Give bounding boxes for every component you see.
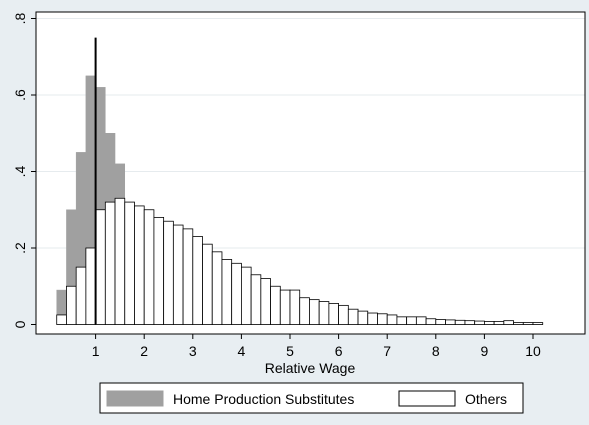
bar-others-35 — [396, 316, 408, 325]
bar-others-4 — [95, 209, 106, 325]
bar-others-6 — [114, 197, 126, 325]
bar-others-1 — [66, 285, 77, 325]
bar-others-20 — [250, 274, 262, 325]
y-tick-label-1: .2 — [12, 242, 28, 254]
bar-others-28 — [328, 303, 340, 325]
bar-others-9 — [143, 209, 155, 325]
bar-others-7 — [124, 201, 135, 325]
x-tick-label-9: 10 — [525, 343, 541, 359]
bar-others-34 — [386, 314, 398, 325]
bar-others-11 — [163, 220, 174, 325]
x-tick-label-5: 6 — [335, 343, 343, 359]
bar-others-44 — [483, 321, 495, 325]
legend-swatch-others — [398, 390, 456, 407]
bar-others-36 — [406, 316, 417, 325]
x-tick-label-6: 7 — [383, 343, 391, 359]
bar-others-45 — [493, 321, 505, 325]
bar-others-2 — [75, 266, 87, 325]
bar-others-8 — [134, 205, 145, 325]
bar-others-47 — [513, 322, 524, 325]
legend-label-home: Home Production Substitutes — [173, 391, 354, 407]
bar-others-19 — [240, 266, 252, 325]
bar-others-5 — [104, 201, 116, 325]
bar-others-27 — [318, 301, 330, 325]
bar-others-38 — [425, 318, 437, 325]
bar-others-37 — [415, 316, 427, 325]
y-tick-label-4: .8 — [12, 12, 28, 24]
bar-others-43 — [474, 320, 485, 325]
bar-others-25 — [299, 297, 310, 325]
bar-others-48 — [522, 322, 534, 325]
bar-others-42 — [464, 320, 476, 325]
bar-others-16 — [211, 251, 223, 325]
bar-others-17 — [221, 259, 233, 325]
bar-others-13 — [182, 228, 194, 325]
bar-others-24 — [289, 289, 301, 325]
x-tick-label-2: 3 — [189, 343, 197, 359]
axes-layer: 0 .2 .4 .6 .8 1 2 3 4 5 6 7 8 9 10 — [12, 11, 586, 359]
x-tick-label-3: 4 — [238, 343, 246, 359]
y-tick-label-0: 0 — [12, 320, 28, 328]
legend: Home Production Substitutes Others — [99, 382, 524, 414]
bar-others-31 — [357, 310, 369, 325]
legend-label-others: Others — [465, 391, 507, 407]
bars-layer — [56, 75, 544, 325]
legend-swatch-home — [106, 390, 164, 407]
bar-others-10 — [153, 216, 165, 325]
bar-others-0 — [56, 314, 67, 325]
x-tick-label-0: 1 — [92, 343, 100, 359]
bar-others-40 — [445, 319, 456, 325]
plot-border — [35, 11, 586, 335]
bar-others-23 — [279, 289, 291, 325]
y-tick-label-3: .6 — [12, 89, 28, 101]
bar-others-39 — [435, 319, 446, 325]
bar-others-21 — [260, 278, 271, 325]
y-tick-label-2: .4 — [12, 165, 28, 177]
bar-others-14 — [192, 236, 203, 325]
bar-others-49 — [532, 322, 544, 325]
x-tick-label-4: 5 — [286, 343, 294, 359]
bar-others-3 — [85, 247, 96, 325]
bar-others-26 — [309, 299, 320, 325]
x-tick-label-8: 9 — [481, 343, 489, 359]
bar-others-15 — [202, 243, 213, 325]
bar-others-41 — [454, 319, 466, 325]
bar-others-12 — [172, 224, 184, 325]
x-tick-label-1: 2 — [140, 343, 148, 359]
bar-others-46 — [503, 320, 514, 325]
x-axis-label: Relative Wage — [265, 360, 356, 376]
bar-others-22 — [270, 285, 281, 325]
bar-others-30 — [347, 308, 359, 325]
bar-others-32 — [367, 312, 378, 325]
bar-others-29 — [338, 304, 349, 325]
bar-others-18 — [231, 262, 242, 325]
x-tick-label-7: 8 — [432, 343, 440, 359]
bar-others-33 — [377, 313, 388, 325]
